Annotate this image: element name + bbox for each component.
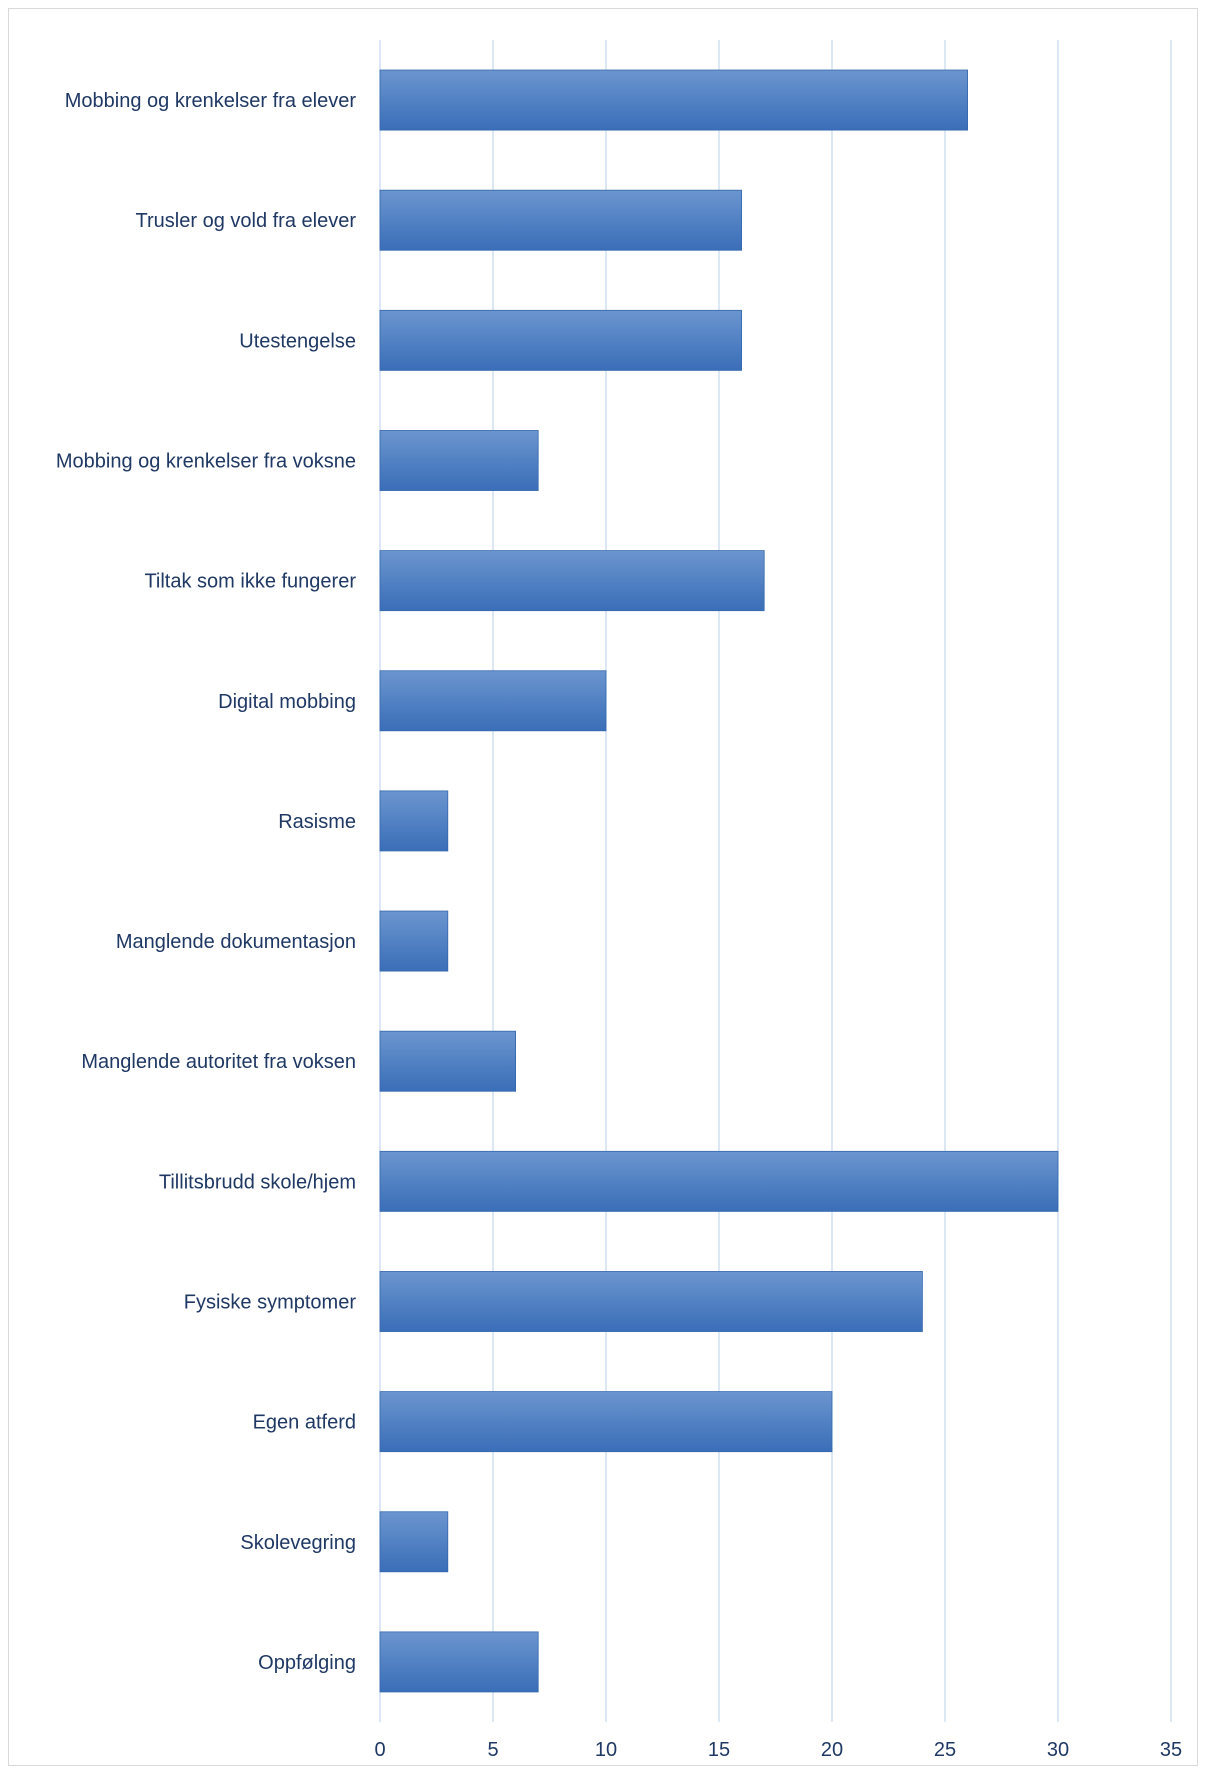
chart-frame — [8, 8, 1198, 1766]
bar — [379, 670, 607, 732]
bar — [379, 430, 539, 491]
category-labels: Mobbing og krenkelser fra elever Trusler … — [56, 90, 356, 1674]
x-tick-label: 35 — [1160, 1739, 1182, 1761]
category-label: Rasisme — [278, 811, 356, 833]
category-label: Oppfølging — [258, 1652, 356, 1674]
category-label: Tillitsbrudd skole/hjem — [159, 1171, 356, 1193]
category-label: Skolevegring — [240, 1532, 356, 1554]
bar — [379, 550, 765, 612]
bar — [379, 790, 449, 852]
x-tick-label: 5 — [487, 1739, 498, 1761]
category-label: Tiltak som ikke fungerer — [144, 571, 356, 593]
bar — [379, 1030, 517, 1092]
category-label: Utestengelse — [239, 330, 356, 352]
x-tick-label: 25 — [934, 1739, 956, 1761]
bar — [379, 69, 968, 131]
gridlines — [379, 40, 1172, 1722]
x-tick-label: 0 — [374, 1739, 385, 1761]
bar — [379, 309, 743, 371]
category-label: Manglende autoritet fra voksen — [81, 1051, 356, 1073]
bar — [379, 1271, 923, 1332]
category-label: Mobbing og krenkelser fra elever — [65, 90, 357, 112]
category-label: Fysiske symptomer — [184, 1292, 357, 1314]
bar — [379, 910, 449, 972]
category-label: Manglende dokumentasjon — [116, 931, 356, 953]
x-tick-label: 20 — [821, 1739, 843, 1761]
bar — [379, 1511, 449, 1573]
x-tick-label: 10 — [595, 1739, 617, 1761]
x-axis-ticks: 0 5 10 15 20 25 30 35 — [374, 1739, 1182, 1761]
x-tick-label: 15 — [708, 1739, 730, 1761]
bars — [379, 69, 1059, 1693]
bar — [379, 1631, 539, 1693]
category-label: Egen atferd — [253, 1412, 356, 1434]
category-label: Mobbing og krenkelser fra voksne — [56, 451, 356, 473]
bar — [379, 189, 743, 251]
bar — [379, 1150, 1059, 1212]
bar — [379, 1391, 833, 1453]
category-label: Trusler og vold fra elever — [136, 210, 357, 232]
x-tick-label: 30 — [1047, 1739, 1069, 1761]
category-label: Digital mobbing — [218, 691, 356, 713]
